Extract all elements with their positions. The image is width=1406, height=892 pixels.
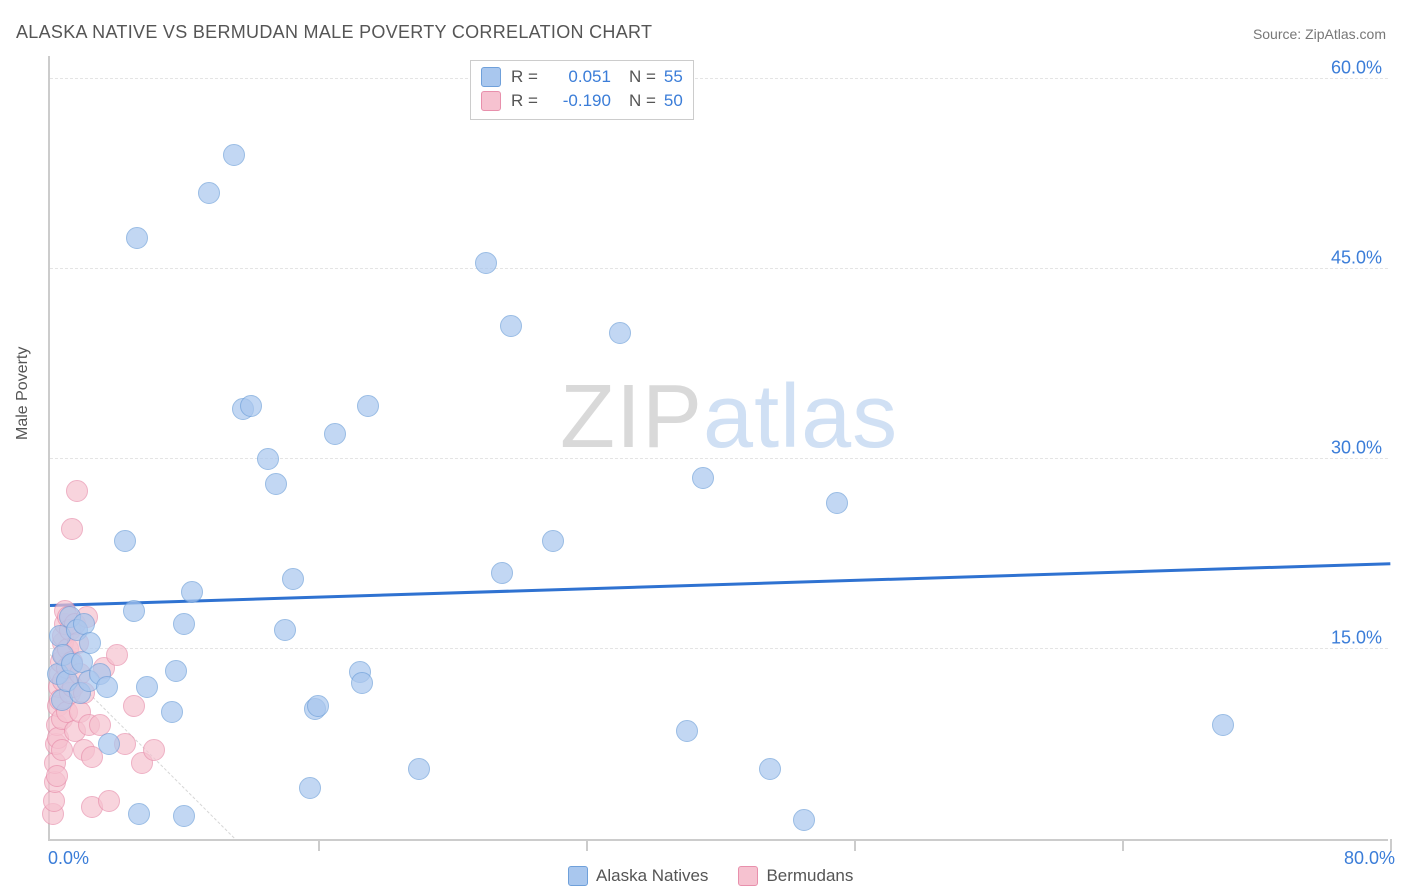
legend-swatch (481, 67, 501, 87)
legend-series-name: Bermudans (766, 866, 853, 886)
legend-bottom: Alaska Natives Bermudans (568, 866, 853, 886)
data-point (46, 765, 68, 787)
legend-series-name: Alaska Natives (596, 866, 708, 886)
data-point (307, 695, 329, 717)
legend-swatch (568, 866, 588, 886)
data-point (692, 467, 714, 489)
data-point (223, 144, 245, 166)
x-tick (854, 839, 856, 851)
page-title: ALASKA NATIVE VS BERMUDAN MALE POVERTY C… (16, 22, 652, 43)
legend-item: Bermudans (738, 866, 853, 886)
data-point (1212, 714, 1234, 736)
data-point (123, 695, 145, 717)
data-point (282, 568, 304, 590)
legend-row: R = -0.190 N = 50 (481, 89, 683, 113)
data-point (114, 530, 136, 552)
legend-swatch (738, 866, 758, 886)
data-point (98, 790, 120, 812)
data-point (351, 672, 373, 694)
data-point (96, 676, 118, 698)
legend-n-label: N = (629, 91, 656, 111)
data-point (240, 395, 262, 417)
legend-n-label: N = (629, 67, 656, 87)
data-point (299, 777, 321, 799)
gridline (50, 78, 1388, 79)
watermark-part1: ZIP (560, 367, 703, 467)
data-point (274, 619, 296, 641)
data-point (491, 562, 513, 584)
plot-area: ZIPatlas 15.0%30.0%45.0%60.0%0.0%80.0%R … (48, 56, 1388, 841)
gridline (50, 268, 1388, 269)
data-point (161, 701, 183, 723)
legend-r-value: 0.051 (546, 67, 611, 87)
data-point (43, 790, 65, 812)
legend-item: Alaska Natives (568, 866, 708, 886)
legend-r-label: R = (511, 67, 538, 87)
data-point (500, 315, 522, 337)
data-point (357, 395, 379, 417)
chart-container: ZIPatlas 15.0%30.0%45.0%60.0%0.0%80.0%R … (48, 56, 1388, 886)
data-point (165, 660, 187, 682)
legend-r-label: R = (511, 91, 538, 111)
data-point (123, 600, 145, 622)
legend-stats: R = 0.051 N = 55 R = -0.190 N = 50 (470, 60, 694, 120)
data-point (826, 492, 848, 514)
data-point (198, 182, 220, 204)
legend-n-value: 55 (664, 67, 683, 87)
y-tick-label: 60.0% (1331, 58, 1382, 79)
data-point (173, 805, 195, 827)
data-point (475, 252, 497, 274)
data-point (128, 803, 150, 825)
data-point (66, 480, 88, 502)
x-tick (586, 839, 588, 851)
legend-swatch (481, 91, 501, 111)
y-axis-label: Male Poverty (14, 347, 32, 440)
data-point (98, 733, 120, 755)
legend-row: R = 0.051 N = 55 (481, 65, 683, 89)
y-tick-label: 15.0% (1331, 628, 1382, 649)
x-tick (1122, 839, 1124, 851)
data-point (61, 518, 83, 540)
data-point (136, 676, 158, 698)
legend-n-value: 50 (664, 91, 683, 111)
gridline (50, 648, 1388, 649)
x-tick (318, 839, 320, 851)
x-tick-label: 80.0% (1344, 848, 1395, 869)
data-point (126, 227, 148, 249)
y-tick-label: 30.0% (1331, 438, 1382, 459)
watermark-part2: atlas (703, 367, 898, 467)
gridline (50, 458, 1388, 459)
data-point (143, 739, 165, 761)
y-tick-label: 45.0% (1331, 248, 1382, 269)
data-point (759, 758, 781, 780)
data-point (51, 739, 73, 761)
data-point (676, 720, 698, 742)
source-attribution: Source: ZipAtlas.com (1253, 26, 1386, 42)
data-point (324, 423, 346, 445)
data-point (106, 644, 128, 666)
data-point (257, 448, 279, 470)
data-point (181, 581, 203, 603)
data-point (542, 530, 564, 552)
data-point (609, 322, 631, 344)
data-point (79, 632, 101, 654)
legend-r-value: -0.190 (546, 91, 611, 111)
trend-line (50, 563, 1390, 608)
data-point (173, 613, 195, 635)
watermark: ZIPatlas (560, 366, 898, 469)
data-point (408, 758, 430, 780)
data-point (265, 473, 287, 495)
x-tick-label: 0.0% (48, 848, 89, 869)
data-point (793, 809, 815, 831)
